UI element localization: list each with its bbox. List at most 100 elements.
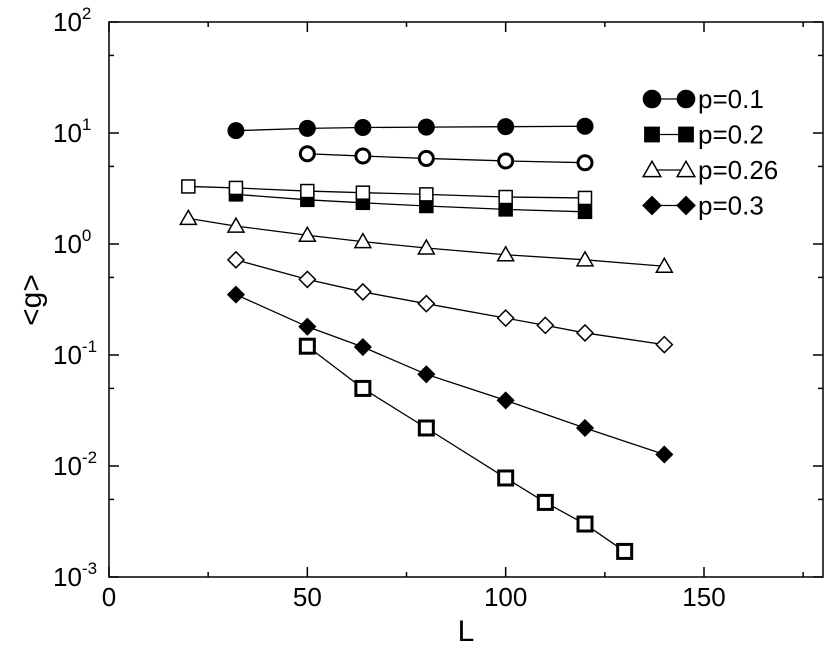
data-point bbox=[575, 323, 595, 343]
data-point bbox=[298, 145, 316, 163]
legend: p=0.1 p=0.2 p=0.26 p=0.3 bbox=[641, 84, 778, 221]
series-line bbox=[235, 193, 586, 213]
y-axis-title: <g> bbox=[15, 274, 48, 326]
series-line bbox=[235, 259, 665, 346]
x-tick-label: 100 bbox=[484, 582, 527, 612]
data-point bbox=[354, 379, 372, 397]
data-point bbox=[575, 250, 595, 267]
data-point bbox=[655, 445, 674, 464]
data-point bbox=[355, 185, 371, 200]
series-line bbox=[188, 185, 586, 199]
data-point bbox=[498, 202, 513, 217]
data-point bbox=[298, 270, 317, 289]
y-tick-label: 10-2 bbox=[53, 448, 97, 481]
data-point bbox=[576, 154, 594, 172]
legend-label: p=0.2 bbox=[698, 120, 764, 150]
data-point bbox=[616, 542, 634, 560]
data-point bbox=[226, 216, 246, 233]
legend-marker bbox=[676, 89, 696, 109]
data-point bbox=[497, 118, 515, 136]
data-point bbox=[353, 337, 372, 357]
data-point bbox=[227, 122, 245, 140]
legend-marker bbox=[675, 159, 697, 178]
plot-frame bbox=[108, 21, 824, 578]
data-point bbox=[536, 493, 554, 511]
data-point bbox=[417, 149, 435, 167]
legend-marker bbox=[676, 195, 696, 216]
y-tick-label: 10-1 bbox=[53, 337, 97, 370]
data-point bbox=[576, 515, 594, 533]
legend-item: p=0.2 bbox=[644, 120, 764, 150]
series-line bbox=[188, 217, 665, 267]
y-tick-label: 100 bbox=[53, 226, 91, 259]
data-point bbox=[353, 232, 373, 249]
legend-item: p=0.3 bbox=[642, 191, 764, 221]
series-6 bbox=[226, 285, 674, 464]
series-line bbox=[235, 125, 586, 132]
legend-label: p=0.3 bbox=[698, 191, 764, 221]
legend-item: p=0.26 bbox=[641, 155, 778, 185]
data-point bbox=[497, 469, 515, 487]
x-tick-label: 50 bbox=[293, 582, 322, 612]
data-point bbox=[226, 285, 245, 304]
data-point bbox=[181, 179, 196, 194]
y-tick-label: 102 bbox=[53, 4, 91, 37]
legend-marker bbox=[642, 89, 662, 109]
legend-marker bbox=[644, 126, 660, 143]
data-point bbox=[228, 180, 244, 196]
data-point bbox=[353, 282, 372, 301]
data-point bbox=[298, 337, 316, 355]
legend-item: p=0.1 bbox=[642, 84, 764, 114]
series-0 bbox=[227, 117, 594, 140]
data-point bbox=[497, 152, 515, 170]
data-point bbox=[576, 117, 594, 135]
y-tick-label: 101 bbox=[53, 115, 91, 148]
data-point bbox=[298, 317, 317, 336]
data-point bbox=[417, 419, 435, 437]
data-point bbox=[577, 190, 593, 206]
data-point bbox=[655, 335, 674, 354]
data-point bbox=[496, 245, 515, 262]
data-point bbox=[417, 294, 436, 313]
data-point bbox=[417, 365, 436, 384]
series-5 bbox=[226, 250, 674, 354]
series-line bbox=[307, 153, 586, 164]
series-layer bbox=[179, 117, 674, 560]
y-tick-label: 10-3 bbox=[53, 559, 97, 592]
data-point bbox=[226, 250, 245, 269]
data-point bbox=[496, 391, 515, 410]
data-point bbox=[298, 225, 317, 242]
data-point bbox=[298, 119, 316, 137]
data-point bbox=[354, 147, 372, 165]
data-point bbox=[354, 119, 372, 137]
series-3 bbox=[181, 179, 593, 206]
axis-ticks bbox=[108, 21, 823, 578]
data-point bbox=[575, 418, 595, 438]
x-tick-label: 150 bbox=[682, 582, 725, 612]
data-point bbox=[536, 316, 555, 335]
x-axis-title: L bbox=[458, 615, 475, 648]
series-1 bbox=[298, 145, 594, 172]
series-4 bbox=[179, 208, 674, 274]
data-point bbox=[655, 256, 674, 274]
series-line bbox=[235, 294, 665, 456]
data-point bbox=[419, 187, 434, 202]
data-point bbox=[179, 208, 198, 226]
data-point bbox=[417, 118, 435, 136]
legend-label: p=0.1 bbox=[698, 84, 764, 114]
data-point bbox=[300, 183, 315, 199]
series-2 bbox=[228, 187, 593, 220]
x-tick-label: 0 bbox=[102, 582, 116, 612]
x-tick-labels: 0 50 100 150 bbox=[102, 582, 726, 612]
legend-marker bbox=[641, 159, 663, 178]
y-tick-labels: 10-3 10-2 10-1 100 101 102 bbox=[53, 4, 97, 592]
data-point bbox=[577, 204, 593, 220]
data-point bbox=[498, 189, 513, 205]
series-7 bbox=[298, 337, 634, 560]
legend-marker bbox=[642, 195, 662, 216]
legend-marker bbox=[678, 126, 694, 143]
data-point bbox=[496, 309, 515, 328]
data-point bbox=[417, 238, 436, 255]
legend-label: p=0.26 bbox=[698, 155, 778, 185]
